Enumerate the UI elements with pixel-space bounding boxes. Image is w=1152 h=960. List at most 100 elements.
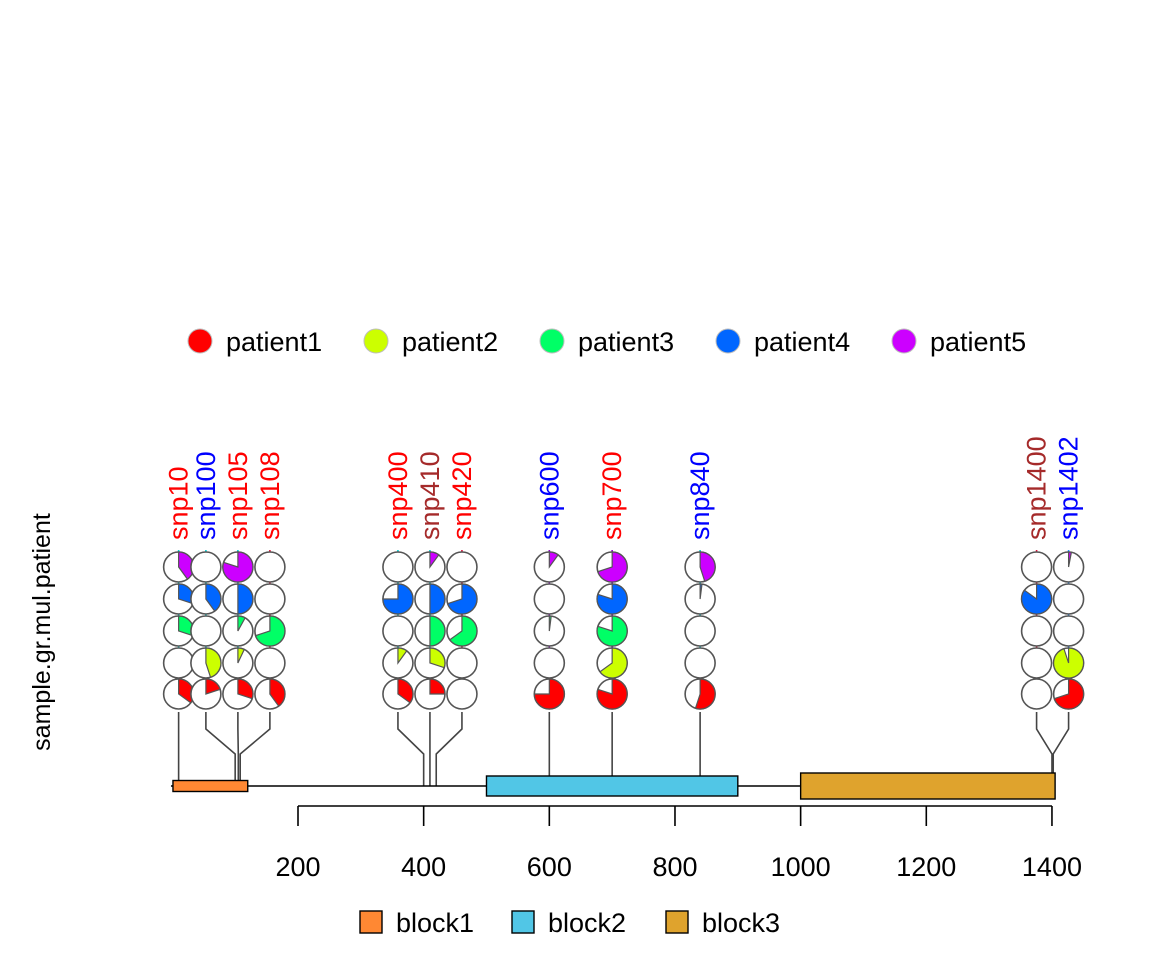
pie-snp600-patient3 — [533, 615, 566, 647]
pie-slice — [254, 615, 286, 647]
stem-snp420 — [435, 712, 463, 786]
y-axis-label: sample.gr.mul.patient — [28, 513, 56, 751]
legend-label-patient3: patient3 — [578, 327, 674, 357]
pie-snp410-patient1 — [414, 678, 446, 710]
pie-slice — [596, 583, 628, 615]
pie-snp420-patient2 — [446, 647, 478, 679]
pie-slice — [1067, 551, 1073, 568]
pie-snp840-patient1 — [684, 678, 716, 710]
pie-snp105-patient1 — [222, 678, 254, 710]
feature-legend-swatch-block1 — [359, 910, 383, 934]
pie-snp105-patient4 — [222, 583, 254, 615]
pie-snp10-patient1 — [162, 678, 195, 710]
pie-slice — [237, 678, 254, 700]
pie-snp400-patient4 — [382, 583, 414, 615]
x-axis: 200 400 600 800 1000 1200 1400 — [275, 805, 1082, 882]
legend: patient1 patient2 patient3 patient4 patient5 — [187, 327, 1026, 357]
snp-label-snp840: snp840 — [685, 451, 715, 540]
pie-slice — [429, 583, 446, 615]
pie-snp840-patient2 — [684, 647, 716, 679]
pie-snp1400-patient4 — [1020, 583, 1053, 615]
pie-slice — [397, 647, 408, 665]
pie-slice — [429, 551, 440, 569]
pie-slice — [237, 583, 254, 615]
snp-label-snp700: snp700 — [597, 451, 627, 540]
pie-slice — [533, 678, 565, 710]
feature-legend-label-block2: block2 — [548, 908, 626, 938]
pie-slice — [446, 583, 478, 615]
pie-slice — [429, 678, 446, 695]
snp-label-snp105: snp105 — [223, 451, 253, 540]
feature-legend-label-block1: block1 — [396, 908, 474, 938]
pie-snp410-patient3 — [414, 615, 446, 647]
legend-label-patient1: patient1 — [226, 327, 322, 357]
stem-snp1402 — [1052, 712, 1070, 786]
pie-snp10-patient5 — [162, 551, 195, 583]
pie-slice — [429, 647, 446, 669]
pie-slice — [205, 583, 222, 612]
legend-swatch-patient4 — [715, 328, 741, 354]
pie-snp700-patient3 — [596, 615, 628, 647]
pie-snp108-patient3 — [254, 615, 286, 647]
pie-snp108-patient5 — [254, 551, 286, 583]
pie-snp1400-patient2 — [1020, 647, 1053, 679]
pie-slice — [269, 678, 286, 707]
legend-swatch-patient3 — [539, 328, 565, 354]
pie-slice — [1052, 647, 1085, 679]
pie-slice — [222, 551, 254, 583]
pie-snp100-patient4 — [190, 583, 222, 615]
pie-slice — [448, 615, 478, 647]
tick-label-800: 800 — [652, 852, 697, 882]
pie-snp108-patient4 — [254, 583, 286, 615]
pie-bg — [446, 678, 478, 710]
legend-swatch-patient2 — [363, 328, 389, 354]
pie-slice — [205, 647, 222, 679]
pie-slice — [694, 678, 716, 710]
legend-swatch-patient1 — [187, 328, 213, 354]
pie-snp700-patient4 — [596, 583, 628, 615]
tick-label-600: 600 — [527, 852, 572, 882]
pie-snp100-patient2 — [190, 647, 222, 679]
pie-slice — [237, 647, 246, 664]
snp-label-snp1402: snp1402 — [1054, 436, 1084, 540]
pie-bg — [1020, 678, 1053, 710]
pie-slice — [429, 615, 446, 647]
feature-legend-swatch-block2 — [511, 910, 535, 934]
tick-label-400: 400 — [401, 852, 446, 882]
tick-label-1000: 1000 — [771, 852, 831, 882]
pie-slice — [548, 551, 559, 569]
pie-slice — [596, 615, 628, 647]
feature-legend-label-block3: block3 — [702, 908, 780, 938]
tick-label-200: 200 — [275, 852, 320, 882]
pie-slice — [382, 583, 414, 615]
pie-snp1400-patient3 — [1020, 615, 1053, 647]
pie-snp840-patient4 — [684, 583, 716, 615]
pie-snp420-patient1 — [446, 678, 478, 710]
pie-bg — [190, 615, 222, 647]
feature-block3 — [799, 772, 1056, 800]
tick-label-1200: 1200 — [896, 852, 956, 882]
pie-snp1402-patient2 — [1052, 647, 1085, 679]
snp-pies — [162, 551, 1085, 710]
pie-snp840-patient5 — [684, 551, 716, 583]
pie-snp1400-patient1 — [1020, 678, 1053, 710]
pie-slice — [548, 615, 552, 632]
pie-snp700-patient1 — [596, 678, 628, 710]
pie-snp410-patient2 — [414, 647, 446, 679]
stem-snp100 — [205, 712, 236, 786]
pie-snp400-patient5 — [382, 551, 414, 583]
pie-slice — [237, 615, 246, 632]
pie-slice — [699, 583, 703, 600]
pie-slice — [596, 678, 628, 710]
snp-label-snp1400: snp1400 — [1022, 436, 1052, 540]
feature-block1 — [172, 779, 249, 793]
pie-snp410-patient4 — [414, 583, 446, 615]
pie-bg — [1020, 615, 1053, 647]
feature-block2 — [485, 775, 739, 797]
pie-snp700-patient2 — [596, 647, 628, 679]
snp-label-snp410: snp410 — [415, 451, 445, 540]
legend-swatch-patient5 — [891, 328, 917, 354]
feature-legend-swatch-block3 — [665, 910, 689, 934]
